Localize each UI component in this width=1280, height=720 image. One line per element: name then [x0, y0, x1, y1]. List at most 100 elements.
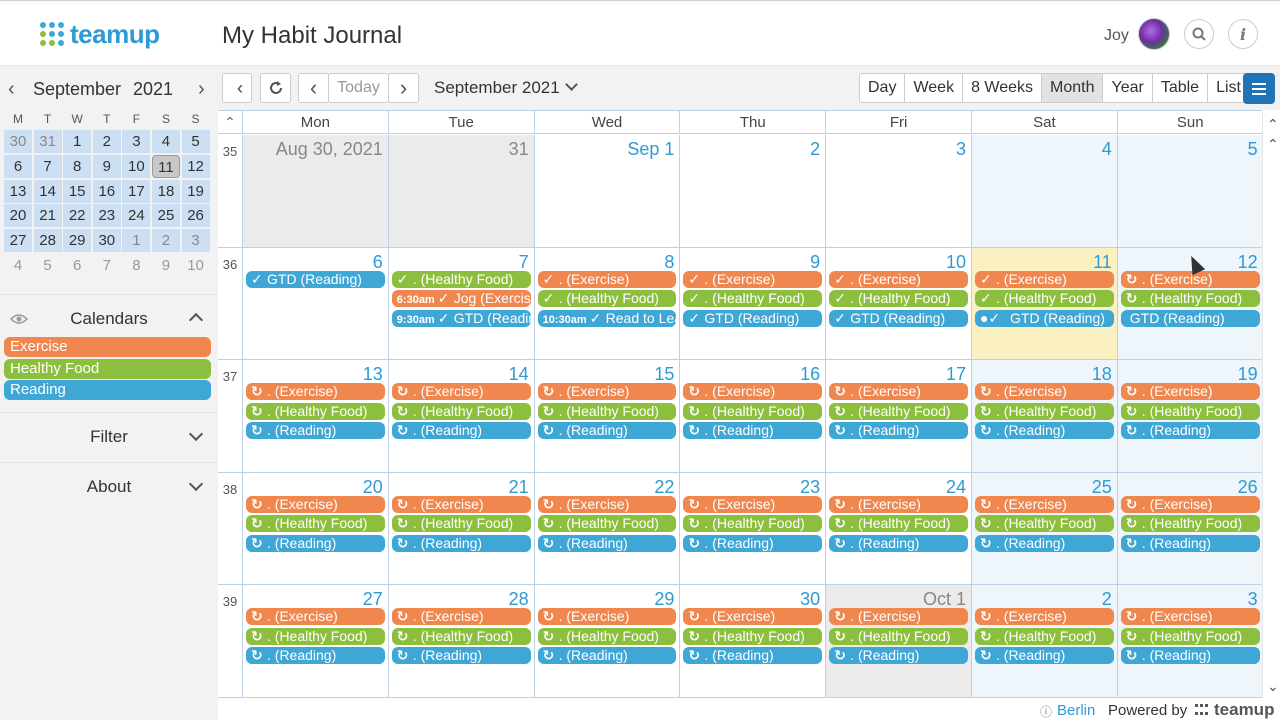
minical-day[interactable]: 19 — [181, 179, 210, 203]
minical-day[interactable]: 23 — [92, 204, 121, 228]
reading-event[interactable]: ↻. (Reading) — [537, 422, 677, 440]
view-button-week[interactable]: Week — [905, 74, 964, 102]
day-number[interactable]: 20 — [362, 476, 383, 497]
reading-event[interactable]: ↻. (Reading) — [246, 647, 385, 665]
day-number[interactable]: 21 — [508, 476, 529, 497]
reading-event[interactable]: ↻. (Reading) — [537, 647, 677, 665]
healthy-food-event[interactable]: ✓. (Healthy Food) — [829, 290, 968, 308]
reading-event[interactable]: 10:30am✓Read to Learn — [537, 309, 677, 327]
minical-day[interactable]: 31 — [33, 130, 62, 153]
healthy-food-event[interactable]: ↻. (Healthy Food) — [246, 402, 385, 420]
exercise-event[interactable]: ↻. (Exercise) — [975, 495, 1114, 513]
healthy-food-event[interactable]: ↻. (Healthy Food) — [975, 627, 1114, 645]
healthy-food-event[interactable]: ↻. (Healthy Food) — [829, 402, 968, 420]
day-cell[interactable]: 13 ↻. (Exercise) ↻. (Healthy Food) ↻. (Read… — [242, 360, 388, 472]
day-cell[interactable]: 27 ↻. (Exercise) ↻. (Healthy Food) ↻. (Read… — [242, 585, 388, 697]
day-number[interactable]: 18 — [1091, 364, 1112, 385]
day-cell[interactable]: Aug 30, 2021 — [242, 135, 388, 247]
calendar-item[interactable]: Exercise — [4, 337, 211, 357]
healthy-food-event[interactable]: ↻. (Healthy Food) — [391, 515, 531, 533]
week-number[interactable]: 36 — [222, 256, 238, 272]
exercise-event[interactable]: ✓. (Exercise) — [683, 270, 823, 288]
day-number[interactable]: 30 — [800, 589, 821, 610]
day-number[interactable]: 29 — [654, 589, 675, 610]
day-cell[interactable]: 24 ↻. (Exercise) ↻. (Healthy Food) ↻. (Read… — [825, 472, 971, 585]
day-cell[interactable]: 2 ↻. (Exercise) ↻. (Healthy Food) ↻. (Readi… — [971, 585, 1117, 697]
period-selector[interactable]: September 2021 — [434, 78, 579, 98]
minical-day[interactable]: 5 — [43, 256, 52, 274]
minical-day[interactable]: 30 — [92, 229, 121, 253]
day-cell[interactable]: 23 ↻. (Exercise) ↻. (Healthy Food) ↻. (Read… — [679, 472, 825, 585]
day-number[interactable]: 7 — [518, 251, 529, 272]
minical-day[interactable]: 20 — [4, 204, 32, 228]
exercise-event[interactable]: ↻. (Exercise) — [246, 495, 385, 513]
minical-day[interactable]: 27 — [4, 229, 32, 253]
reading-event[interactable]: ↻. (Reading) — [683, 422, 823, 440]
minical-prev-button[interactable]: ‹ — [8, 79, 15, 99]
minical-day[interactable]: 18 — [151, 179, 180, 203]
day-number[interactable]: 31 — [508, 139, 529, 159]
reading-event[interactable]: ↻. (Reading) — [683, 534, 823, 552]
about-section[interactable]: About — [0, 462, 218, 720]
timezone-link[interactable]: Berlin — [1057, 702, 1096, 719]
day-cell[interactable]: 16 ↻. (Exercise) ↻. (Healthy Food) ↻. (Read… — [679, 360, 825, 472]
day-number[interactable]: 16 — [800, 364, 821, 385]
day-cell[interactable]: 14 ↻. (Exercise) ↻. (Healthy Food) ↻. (Read… — [387, 360, 534, 472]
day-cell[interactable]: 19 ↻. (Exercise) ↻. (Healthy Food) ↻. (Read… — [1116, 360, 1263, 472]
day-cell[interactable]: 8 ✓. (Exercise) ✓. (Healthy Food) 10:30am ✓ R… — [533, 247, 680, 360]
minical-day[interactable]: 30 — [4, 130, 32, 153]
view-button-year[interactable]: Year — [1103, 74, 1153, 102]
day-number[interactable]: 22 — [654, 476, 675, 497]
reading-event[interactable]: ↻. (Reading) — [683, 647, 823, 665]
exercise-event[interactable]: ↻. (Exercise) — [1120, 270, 1260, 288]
day-cell[interactable]: Sep 1 — [533, 135, 680, 247]
day-number[interactable]: 6 — [372, 251, 383, 272]
day-cell[interactable]: 10 ✓. (Exercise) ✓. (Healthy Food) ✓ GTD (Re… — [825, 247, 971, 360]
minical-day[interactable]: 9 — [92, 154, 121, 178]
calendar-item[interactable]: Reading — [4, 380, 211, 401]
exercise-event[interactable]: ↻. (Exercise) — [537, 495, 677, 513]
healthy-food-event[interactable]: ↻. (Healthy Food) — [391, 627, 531, 645]
reading-event[interactable]: ✓ GTD (Reading) — [246, 270, 385, 288]
exercise-event[interactable]: ↻. (Exercise) — [246, 383, 385, 401]
collapse-weeks-button[interactable]: ⌃ — [218, 111, 242, 134]
minical-day[interactable]: 29 — [63, 229, 92, 253]
day-cell[interactable]: 7✓. (Healthy Food)6:30am✓Jog (Exercise)9… — [387, 247, 534, 360]
exercise-event[interactable]: ↻. (Exercise) — [537, 608, 677, 626]
exercise-event[interactable]: ↻. (Exercise) — [246, 608, 385, 626]
healthy-food-event[interactable]: ✓. (Healthy Food) — [683, 290, 823, 308]
healthy-food-event[interactable]: ↻. (Healthy Food) — [683, 627, 823, 645]
day-number[interactable]: Sep 1 — [627, 139, 675, 159]
minical-day[interactable]: 12 — [181, 154, 210, 178]
minical-day[interactable]: 5 — [181, 130, 210, 153]
day-cell[interactable]: 21 ↻. (Exercise) ↻. (Healthy Food) ↻. (Read… — [387, 472, 534, 585]
day-cell[interactable]: 5 — [1116, 135, 1263, 247]
exercise-event[interactable]: ↻. (Exercise) — [1120, 383, 1260, 401]
healthy-food-event[interactable]: ↻. (Healthy Food) — [975, 515, 1114, 533]
healthy-food-event[interactable]: ↻. (Healthy Food) — [246, 515, 385, 533]
minical-day[interactable]: 11 — [151, 154, 180, 178]
day-number[interactable]: 11 — [1093, 251, 1112, 272]
day-number[interactable]: Oct 1 — [922, 589, 966, 610]
calendar-item[interactable]: Healthy Food — [4, 358, 211, 379]
healthy-food-event[interactable]: ✓. (Healthy Food) — [537, 290, 677, 308]
day-cell[interactable]: 11 ✓. (Exercise) ✓. (Healthy Food) ●✓ GTD (R… — [971, 247, 1117, 360]
filter-section[interactable]: Filter — [0, 412, 218, 460]
day-number[interactable]: Aug 30, 2021 — [275, 139, 383, 159]
week-number[interactable]: 39 — [222, 594, 238, 610]
minical-day[interactable]: 1 — [63, 130, 92, 153]
day-cell[interactable]: Oct 1 ↻. (Exercise) ↻. (Healthy Food) ↻. (R… — [825, 585, 971, 697]
minical-day[interactable]: 4 — [13, 256, 23, 274]
day-number[interactable]: 25 — [1091, 476, 1112, 497]
day-cell[interactable]: 3 ↻. (Exercise) ↻. (Healthy Food) ↻. (Readi… — [1116, 585, 1263, 697]
minical-day[interactable]: 8 — [132, 256, 141, 274]
healthy-food-event[interactable]: ↻. (Healthy Food) — [1120, 290, 1260, 308]
day-cell[interactable]: 29 ↻. (Exercise) ↻. (Healthy Food) ↻. (Read… — [533, 585, 680, 697]
day-number[interactable]: 14 — [508, 364, 529, 385]
day-number[interactable]: 15 — [654, 364, 675, 385]
reading-event[interactable]: ↻. (Reading) — [829, 422, 968, 440]
day-number[interactable]: 26 — [1237, 476, 1258, 497]
day-cell[interactable]: 9 ✓. (Exercise) ✓. (Healthy Food) ✓ GTD (Rea… — [679, 247, 825, 360]
day-number[interactable]: 3 — [955, 139, 966, 159]
exercise-event[interactable]: ↻. (Exercise) — [829, 608, 968, 626]
